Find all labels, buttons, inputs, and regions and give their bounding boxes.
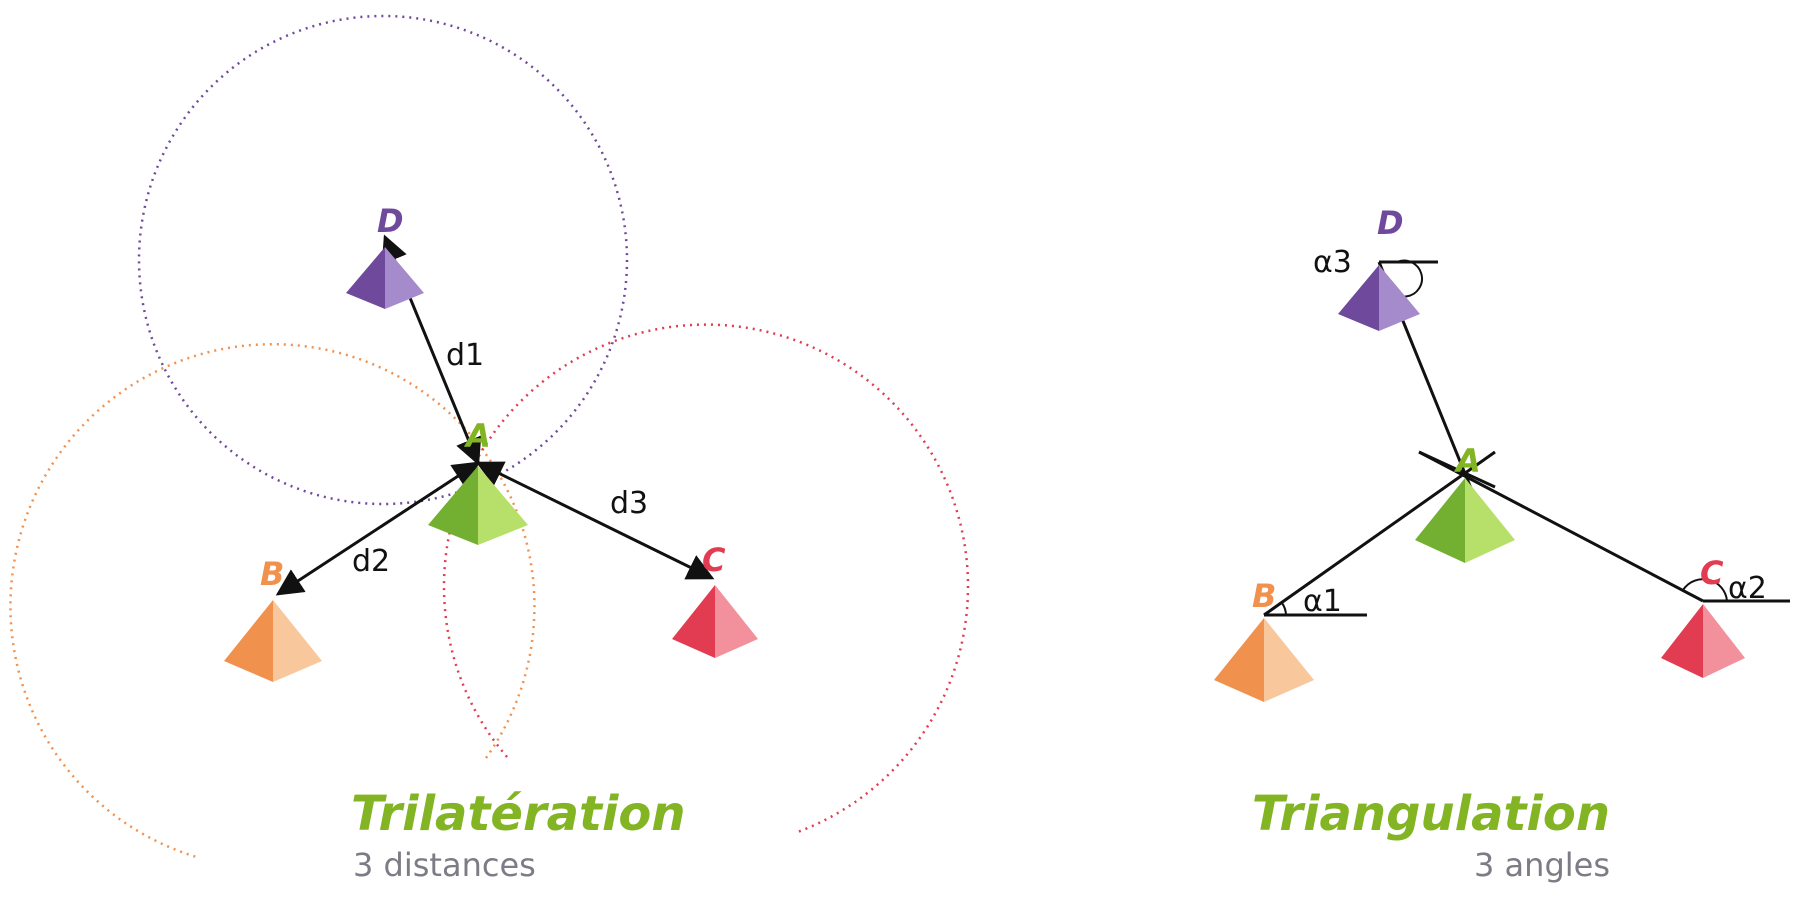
label-point-c: C <box>702 541 726 579</box>
circle-d-purple <box>137 14 629 506</box>
label-point-a: A <box>463 417 491 455</box>
label-d1: d1 <box>446 338 484 373</box>
label-point-c: C <box>1700 554 1724 592</box>
arrow-d2 <box>275 461 481 596</box>
pyramid-a <box>1415 478 1515 563</box>
label-alpha1: α1 <box>1303 584 1342 619</box>
label-point-b: B <box>260 555 284 593</box>
bearing-line-cross <box>1418 450 1496 489</box>
label-d2: d2 <box>352 544 390 579</box>
pyramid-d <box>1338 265 1420 331</box>
angle-arc-a2 <box>1682 578 1728 602</box>
label-point-d: D <box>1377 204 1404 242</box>
pyramid-a <box>428 466 528 545</box>
subtitle-trilateration: 3 distances <box>353 846 536 884</box>
bearing-line-c <box>1418 450 1704 603</box>
label-alpha3: α3 <box>1313 245 1352 280</box>
title-trilateration: Trilatération <box>351 786 686 842</box>
label-d3: d3 <box>610 486 648 521</box>
label-point-b: B <box>1252 577 1276 615</box>
label-alpha2: α2 <box>1728 571 1767 606</box>
pyramid-c <box>1661 604 1745 678</box>
arrow-d3 <box>475 461 715 580</box>
pyramid-d <box>346 247 424 309</box>
trilateration-panel: D A B C d1 d2 d3 Trilatération 3 distanc… <box>9 14 970 884</box>
title-triangulation: Triangulation <box>1252 786 1610 842</box>
triangulation-panel: D A B C α1 α2 α3 Triangulation 3 angles <box>1214 204 1790 884</box>
pyramid-c <box>672 585 758 658</box>
subtitle-triangulation: 3 angles <box>1474 846 1610 884</box>
pyramid-b <box>224 600 322 682</box>
label-point-d: D <box>377 202 404 240</box>
bearing-line-b <box>1263 450 1496 617</box>
label-point-a: A <box>1453 442 1481 480</box>
angle-arc-a1 <box>1281 602 1287 616</box>
pyramid-b <box>1214 618 1314 702</box>
